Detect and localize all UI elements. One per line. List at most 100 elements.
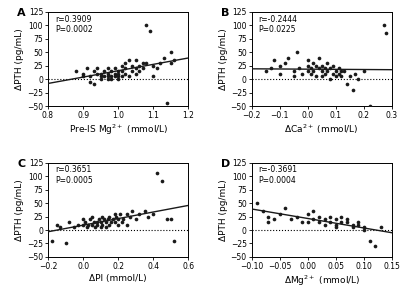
Point — [80, 71, 86, 76]
Point — [140, 66, 146, 71]
Point — [120, 217, 127, 222]
Point — [108, 220, 114, 224]
Point — [378, 225, 384, 230]
Y-axis label: ΔPTH (pg/mL): ΔPTH (pg/mL) — [15, 28, 24, 90]
Point — [383, 31, 390, 36]
Point — [99, 222, 106, 227]
Point — [150, 211, 156, 216]
Point — [318, 74, 325, 79]
Point — [380, 23, 387, 27]
Point — [118, 220, 125, 224]
Point — [161, 55, 167, 60]
Point — [276, 71, 283, 76]
Point — [313, 74, 319, 79]
Point — [338, 74, 345, 79]
Point — [122, 66, 128, 71]
Point — [126, 58, 132, 62]
Point — [330, 63, 336, 68]
Point — [136, 69, 142, 73]
X-axis label: ΔPI (mmol/L): ΔPI (mmol/L) — [89, 274, 147, 283]
Point — [127, 214, 134, 219]
Point — [136, 63, 142, 68]
Point — [106, 222, 113, 227]
Point — [118, 69, 125, 73]
Point — [330, 71, 336, 76]
Point — [316, 220, 322, 224]
Point — [338, 214, 345, 219]
Point — [98, 71, 104, 76]
Text: r=0.3909
P=0.0002: r=0.3909 P=0.0002 — [55, 15, 93, 34]
Point — [90, 220, 97, 224]
Point — [132, 66, 139, 71]
Point — [112, 66, 118, 71]
Point — [307, 71, 314, 76]
Point — [355, 77, 362, 81]
Point — [157, 60, 164, 65]
Point — [87, 74, 93, 79]
Point — [322, 222, 328, 227]
Point — [89, 222, 95, 227]
Point — [132, 71, 139, 76]
Point — [366, 104, 373, 108]
Point — [159, 179, 165, 184]
Point — [104, 77, 111, 81]
Point — [285, 55, 291, 60]
Point — [126, 74, 132, 79]
Point — [338, 220, 345, 224]
Text: B: B — [221, 8, 229, 18]
X-axis label: ΔMg$^{2+}$ (mmol/L): ΔMg$^{2+}$ (mmol/L) — [284, 274, 360, 288]
Point — [271, 217, 277, 222]
Point — [355, 220, 362, 224]
Point — [98, 77, 104, 81]
Point — [103, 220, 109, 224]
Point — [318, 69, 325, 73]
Point — [54, 222, 60, 227]
Point — [333, 74, 339, 79]
Point — [322, 71, 328, 76]
Point — [307, 66, 314, 71]
Point — [82, 220, 88, 224]
Point — [66, 220, 72, 224]
Point — [104, 74, 111, 79]
Point — [101, 74, 107, 79]
Point — [85, 222, 92, 227]
Point — [118, 63, 125, 68]
Point — [117, 211, 123, 216]
Point — [290, 74, 297, 79]
Point — [132, 217, 139, 222]
Point — [282, 206, 288, 211]
Point — [265, 214, 272, 219]
Point — [290, 69, 297, 73]
Point — [171, 58, 178, 62]
Point — [350, 225, 356, 230]
Point — [112, 220, 118, 224]
Point — [103, 225, 109, 230]
Point — [110, 217, 116, 222]
Point — [324, 60, 331, 65]
Point — [154, 171, 160, 176]
Point — [141, 209, 148, 213]
Point — [108, 74, 114, 79]
Point — [347, 74, 353, 79]
Point — [333, 225, 339, 230]
Y-axis label: ΔPTH (pg/mL): ΔPTH (pg/mL) — [15, 179, 24, 241]
Point — [115, 222, 122, 227]
Point — [62, 241, 69, 246]
Point — [124, 211, 130, 216]
Point — [112, 71, 118, 76]
Point — [98, 225, 104, 230]
Point — [333, 222, 339, 227]
Point — [106, 214, 113, 219]
Point — [304, 69, 311, 73]
Point — [276, 63, 283, 68]
Point — [129, 209, 136, 213]
Point — [336, 66, 342, 71]
Point — [164, 217, 170, 222]
Point — [293, 50, 300, 54]
Point — [322, 66, 328, 71]
Point — [113, 214, 120, 219]
Point — [304, 58, 311, 62]
Point — [271, 58, 277, 62]
Point — [372, 244, 378, 248]
Point — [296, 66, 302, 71]
